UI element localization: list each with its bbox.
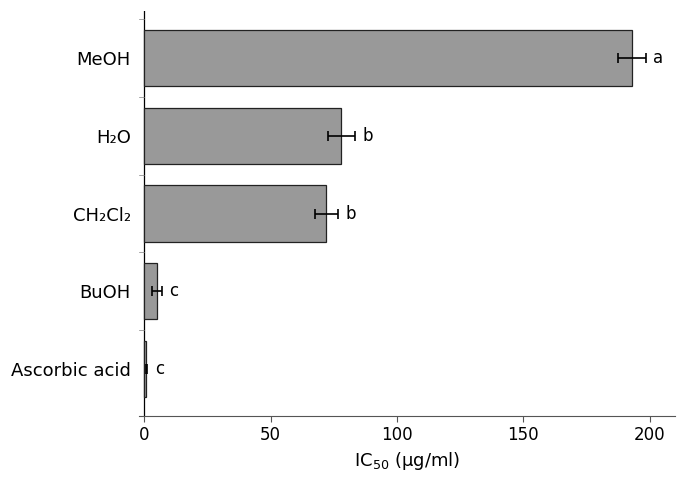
X-axis label: IC$_{50}$ (μg/ml): IC$_{50}$ (μg/ml) xyxy=(354,450,460,472)
Bar xyxy=(144,263,157,319)
Text: b: b xyxy=(363,127,373,145)
Text: c: c xyxy=(169,283,178,300)
Bar xyxy=(144,108,342,164)
Text: a: a xyxy=(654,49,663,67)
Bar xyxy=(144,341,146,397)
Text: b: b xyxy=(345,204,356,223)
Text: c: c xyxy=(155,360,164,378)
Bar xyxy=(144,30,632,86)
Bar xyxy=(144,185,327,242)
